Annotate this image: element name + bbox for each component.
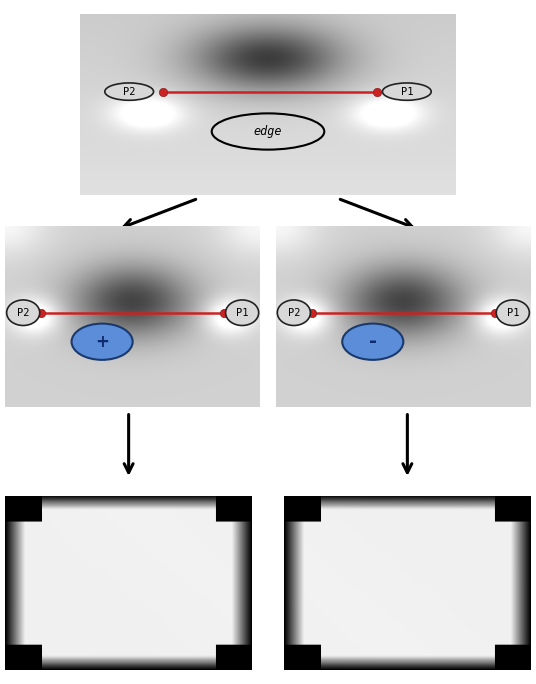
Ellipse shape	[342, 324, 404, 360]
Text: edge: edge	[254, 125, 282, 138]
Text: P1: P1	[400, 87, 413, 96]
Ellipse shape	[105, 83, 153, 101]
Text: -: -	[369, 332, 377, 351]
Ellipse shape	[71, 324, 133, 360]
Ellipse shape	[382, 83, 431, 101]
Ellipse shape	[6, 300, 40, 326]
Text: +: +	[95, 332, 109, 351]
Text: P2: P2	[17, 308, 29, 318]
Ellipse shape	[277, 300, 310, 326]
Text: P1: P1	[236, 308, 248, 318]
Text: P2: P2	[123, 87, 136, 96]
Text: P1: P1	[507, 308, 519, 318]
Text: P2: P2	[288, 308, 300, 318]
Ellipse shape	[496, 300, 530, 326]
Ellipse shape	[226, 300, 259, 326]
